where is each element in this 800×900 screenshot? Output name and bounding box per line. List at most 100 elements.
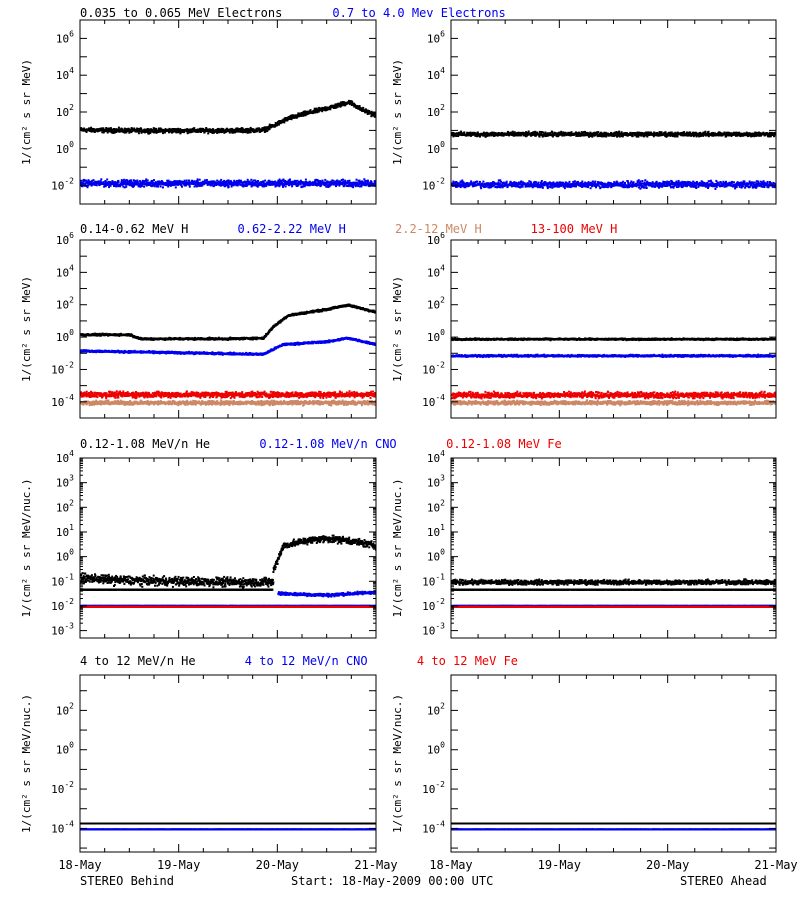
data-point [337,183,340,186]
data-point [770,182,772,185]
data-point [771,132,774,134]
data-point [707,186,710,188]
data-point [321,108,324,111]
data-point [183,131,186,134]
data-point [176,180,179,183]
data-point [699,135,702,137]
data-point [106,178,109,181]
data-point [684,182,687,185]
data-point [222,128,225,131]
data-point [676,181,679,184]
data-point [309,110,311,113]
data-point [604,186,607,188]
data-point [147,132,150,135]
data-point [736,181,739,184]
data-point [549,186,552,189]
data-point [99,180,102,183]
data-point [542,131,545,134]
data-point [224,130,227,133]
data-point [128,179,131,182]
data-point [214,183,217,186]
y-axis-label: 1/(cm² s sr MeV) [391,59,404,165]
data-point [667,134,670,137]
data-point [516,182,518,185]
data-point [358,105,361,107]
data-point [296,179,299,182]
data-point [551,135,554,138]
data-point [261,185,264,188]
data-point [705,184,708,187]
data-point [155,127,157,130]
data-point [158,127,161,130]
data-point [748,185,751,188]
data-point [689,134,691,137]
data-point [316,184,318,187]
data-point [280,180,283,183]
data-point [752,183,755,185]
data-point [137,181,140,184]
data-point [770,133,773,136]
data-point [139,180,142,183]
data-point [111,180,114,183]
data-point [594,180,597,183]
data-point [519,186,522,189]
data-point [626,184,628,187]
data-point [728,181,731,184]
data-point [353,181,356,184]
data-point [363,178,366,181]
data-point [677,185,680,188]
data-point [722,180,725,183]
data-point [516,184,519,187]
data-point [639,180,642,183]
data-point [656,132,658,134]
data-point [313,111,316,114]
data-point [568,133,571,135]
data-point [205,127,208,129]
data-point [501,186,504,189]
data-point [703,184,705,187]
data-point [593,183,595,186]
data-point [527,130,530,133]
data-point [676,135,679,138]
data-point [525,131,528,134]
data-point [606,183,609,186]
data-point [612,133,615,136]
data-point [557,135,560,138]
data-point [363,184,366,186]
data-point [344,179,347,182]
data-point [766,180,769,183]
data-point [454,183,457,186]
legend-entry: 0.12-1.08 MeV Fe [446,437,562,451]
data-point [251,180,254,183]
data-point [639,187,642,190]
data-point [243,131,246,133]
data-point [459,186,462,189]
data-point [246,180,249,183]
data-point [344,183,347,186]
data-point [707,130,710,133]
data-point [139,130,142,133]
data-point [145,178,148,181]
legend-layer: 0.035 to 0.065 MeV Electrons 0.7 to 4.0 M… [80,6,617,668]
data-point [488,185,491,188]
data-point [719,185,721,188]
data-point [599,133,602,136]
data-point [473,181,475,184]
data-point [530,182,532,184]
data-point [695,184,697,187]
data-point [341,101,344,103]
data-point [183,181,186,184]
data-point [726,133,729,136]
data-point [104,180,107,182]
data-point [151,182,154,185]
data-point [492,184,495,187]
data-point [568,180,571,183]
data-point [599,181,601,184]
data-point [97,180,100,183]
data-point [456,132,459,135]
y-tick-label: 102 [427,103,445,119]
data-point [689,182,691,184]
data-point [159,185,162,188]
data-point [374,181,376,184]
data-point [574,183,577,186]
